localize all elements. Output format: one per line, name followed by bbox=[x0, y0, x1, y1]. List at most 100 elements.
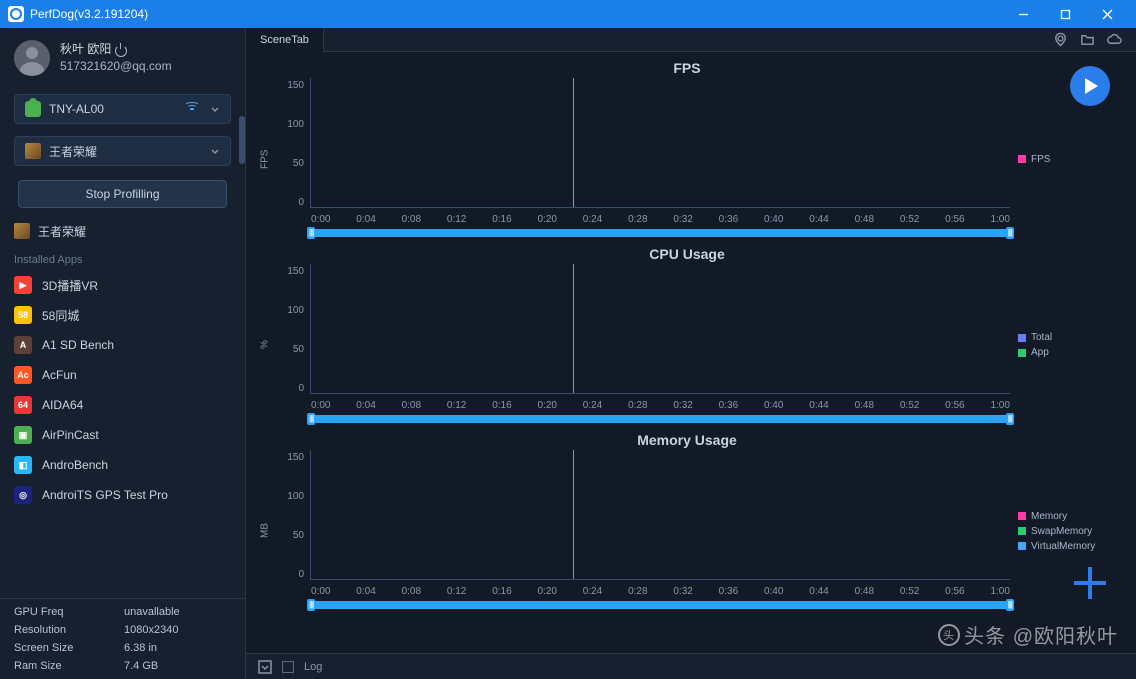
app-icon: ◧ bbox=[14, 456, 32, 474]
device-info-row: Screen Size6.38 in bbox=[0, 639, 245, 657]
tab-icons bbox=[1053, 32, 1136, 47]
device-selector[interactable]: TNY-AL00 bbox=[14, 94, 231, 124]
app-icon: Ac bbox=[14, 366, 32, 384]
chart-plot[interactable]: 0:000:040:080:120:160:200:240:280:320:36… bbox=[310, 78, 1010, 208]
stop-profiling-button[interactable]: Stop Profilling bbox=[18, 180, 227, 208]
minimize-button[interactable] bbox=[1002, 0, 1044, 28]
window-title: PerfDog(v3.2.191204) bbox=[30, 7, 148, 21]
x-axis: 0:000:040:080:120:160:200:240:280:320:36… bbox=[311, 214, 1010, 225]
chart-plot[interactable]: 0:000:040:080:120:160:200:240:280:320:36… bbox=[310, 450, 1010, 580]
device-info: GPU FrequnavallableResolution1080x2340Sc… bbox=[0, 598, 245, 679]
app-label: AndroBench bbox=[42, 458, 108, 472]
di-value: 7.4 GB bbox=[124, 660, 158, 672]
user-email: 517321620@qq.com bbox=[60, 58, 172, 75]
x-axis: 0:000:040:080:120:160:200:240:280:320:36… bbox=[311, 586, 1010, 597]
charts-area: FPS FPS 150100500 0:000:040:080:120:160:… bbox=[246, 52, 1136, 653]
footer: Log bbox=[246, 653, 1136, 679]
timeline-scrubber[interactable] bbox=[311, 229, 1010, 237]
user-box: 秋叶 欧阳 517321620@qq.com bbox=[0, 28, 245, 88]
user-name: 秋叶 欧阳 bbox=[60, 42, 111, 56]
cloud-icon[interactable] bbox=[1107, 32, 1122, 47]
app-label: AndroiTS GPS Test Pro bbox=[42, 488, 168, 502]
di-key: GPU Freq bbox=[14, 606, 124, 618]
app-icon: ▶ bbox=[14, 276, 32, 294]
app-icon: A bbox=[14, 336, 32, 354]
titlebar: PerfDog(v3.2.191204) bbox=[0, 0, 1136, 28]
location-icon[interactable] bbox=[1053, 32, 1068, 47]
app-row[interactable]: ◧ AndroBench bbox=[0, 450, 245, 480]
close-button[interactable] bbox=[1086, 0, 1128, 28]
avatar[interactable] bbox=[14, 40, 50, 76]
di-key: Screen Size bbox=[14, 642, 124, 654]
log-label: Log bbox=[304, 661, 322, 673]
di-value: 1080x2340 bbox=[124, 624, 178, 636]
app-icon: ▣ bbox=[14, 426, 32, 444]
app-row[interactable]: AA1 SD Bench bbox=[0, 330, 245, 360]
y-axis-label: % bbox=[254, 264, 276, 426]
timeline-scrubber[interactable] bbox=[311, 415, 1010, 423]
app-label: 58同城 bbox=[42, 307, 79, 324]
chart: CPU Usage % 150100500 0:000:040:080:120:… bbox=[254, 246, 1120, 426]
di-key: Resolution bbox=[14, 624, 124, 636]
app-row[interactable]: ▶ 3D播播VR bbox=[0, 270, 245, 300]
chart-title: Memory Usage bbox=[254, 432, 1120, 448]
app-label: AcFun bbox=[42, 368, 77, 382]
app-icon: 58 bbox=[14, 306, 32, 324]
app-label: 王者荣耀 bbox=[49, 143, 97, 160]
di-key: Ram Size bbox=[14, 660, 124, 672]
app-label: AirPinCast bbox=[42, 428, 99, 442]
collapse-icon[interactable] bbox=[258, 660, 272, 674]
app-selector[interactable]: 王者荣耀 bbox=[14, 136, 231, 166]
app-row[interactable]: ◎AndroiTS GPS Test Pro bbox=[0, 480, 245, 510]
legend-item: Total bbox=[1018, 332, 1112, 343]
window-controls bbox=[1002, 0, 1128, 28]
power-icon[interactable] bbox=[115, 44, 127, 56]
playhead-line[interactable] bbox=[573, 450, 574, 579]
app-icon: 64 bbox=[14, 396, 32, 414]
chart-title: CPU Usage bbox=[254, 246, 1120, 262]
y-axis: 150100500 bbox=[276, 78, 310, 240]
main: SceneTab FPS FPS 150100500 0:000:040:080… bbox=[246, 28, 1136, 679]
chart-legend: FPS bbox=[1010, 78, 1120, 240]
y-axis-label: MB bbox=[254, 450, 276, 612]
android-icon bbox=[25, 101, 41, 117]
device-label: TNY-AL00 bbox=[49, 102, 104, 116]
legend-item: SwapMemory bbox=[1018, 526, 1112, 537]
chart-title: FPS bbox=[254, 60, 1120, 76]
chart-plot[interactable]: 0:000:040:080:120:160:200:240:280:320:36… bbox=[310, 264, 1010, 394]
app-row[interactable]: 64AIDA64 bbox=[0, 390, 245, 420]
app-label: 3D播播VR bbox=[42, 277, 98, 294]
y-axis: 150100500 bbox=[276, 264, 310, 426]
log-checkbox[interactable] bbox=[282, 661, 294, 673]
app-row[interactable]: 58 58同城 bbox=[0, 300, 245, 330]
chart: Memory Usage MB 150100500 0:000:040:080:… bbox=[254, 432, 1120, 612]
playhead-line[interactable] bbox=[573, 78, 574, 207]
tab-scene[interactable]: SceneTab bbox=[246, 28, 324, 52]
x-axis: 0:000:040:080:120:160:200:240:280:320:36… bbox=[311, 400, 1010, 411]
folder-icon[interactable] bbox=[1080, 32, 1095, 47]
app-row[interactable]: Ac AcFun bbox=[0, 360, 245, 390]
di-value: unavallable bbox=[124, 606, 180, 618]
di-value: 6.38 in bbox=[124, 642, 157, 654]
sidebar-scrollbar[interactable] bbox=[239, 116, 245, 164]
app-list: 王者荣耀 Installed Apps ▶ 3D播播VR 58 58同城 AA1 SD … bbox=[0, 216, 245, 598]
app-row[interactable]: ▣ AirPinCast bbox=[0, 420, 245, 450]
running-app-row[interactable]: 王者荣耀 bbox=[0, 216, 245, 246]
play-button[interactable] bbox=[1070, 66, 1110, 106]
timeline-scrubber[interactable] bbox=[311, 601, 1010, 609]
legend-item: VirtualMemory bbox=[1018, 541, 1112, 552]
watermark: 头头条 @欧阳秋叶 bbox=[938, 620, 1118, 649]
device-info-row: Ram Size7.4 GB bbox=[0, 657, 245, 675]
device-info-row: Resolution1080x2340 bbox=[0, 621, 245, 639]
legend-item: Memory bbox=[1018, 511, 1112, 522]
sidebar: 秋叶 欧阳 517321620@qq.com TNY-AL00 王者荣耀 Sto… bbox=[0, 28, 246, 679]
installed-apps-label: Installed Apps bbox=[0, 246, 245, 270]
device-info-row: GPU Frequnavallable bbox=[0, 603, 245, 621]
maximize-button[interactable] bbox=[1044, 0, 1086, 28]
add-chart-button[interactable] bbox=[1074, 567, 1106, 599]
tabbar: SceneTab bbox=[246, 28, 1136, 52]
wifi-icon bbox=[184, 102, 202, 116]
legend-item: App bbox=[1018, 347, 1112, 358]
app-icon bbox=[8, 6, 24, 22]
playhead-line[interactable] bbox=[573, 264, 574, 393]
